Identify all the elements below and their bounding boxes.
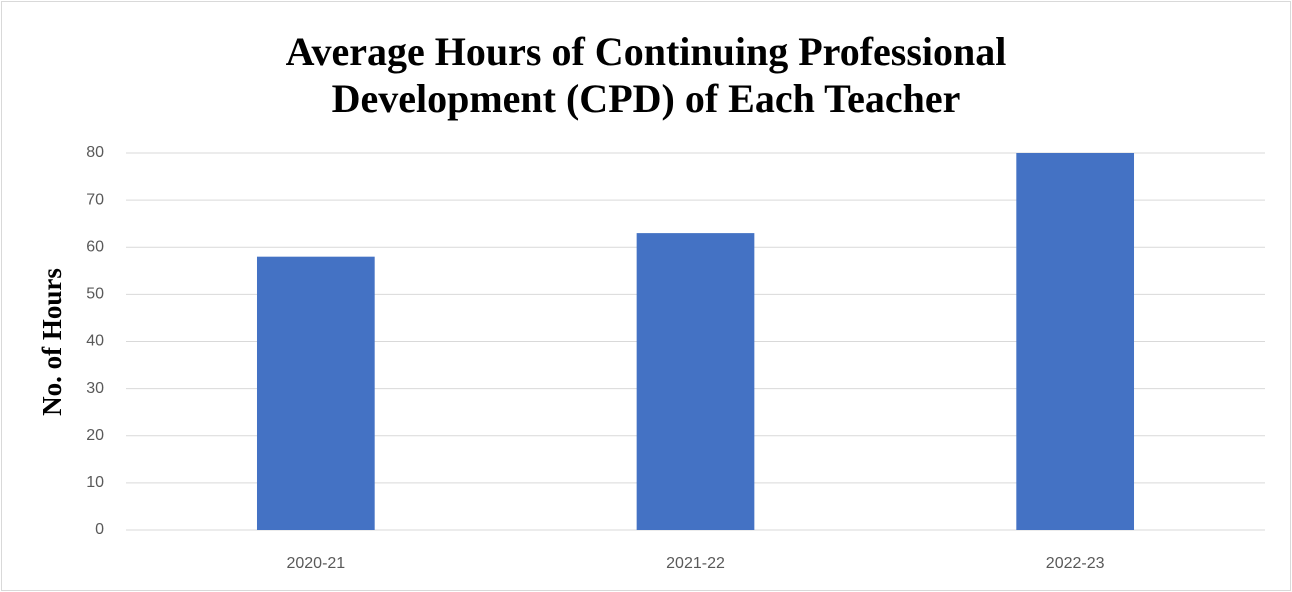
y-tick-label: 20 — [86, 427, 104, 444]
y-tick-label: 10 — [86, 474, 104, 491]
bar — [1016, 153, 1135, 530]
bar — [256, 256, 375, 530]
x-tick-label: 2020-21 — [286, 555, 345, 572]
y-tick-label: 50 — [86, 286, 104, 303]
y-tick-label: 80 — [86, 144, 104, 161]
y-tick-label: 40 — [86, 333, 104, 350]
y-tick-label: 30 — [86, 380, 104, 397]
x-tick-label: 2021-22 — [666, 555, 725, 572]
y-tick-label: 0 — [95, 521, 104, 538]
y-tick-label: 70 — [86, 191, 104, 208]
bar — [636, 233, 755, 531]
x-tick-label: 2022-23 — [1046, 555, 1105, 572]
y-tick-label: 60 — [86, 238, 104, 255]
y-axis-label: No. of Hours — [37, 268, 67, 416]
chart-title: Average Hours of Continuing Professional… — [285, 29, 1007, 121]
